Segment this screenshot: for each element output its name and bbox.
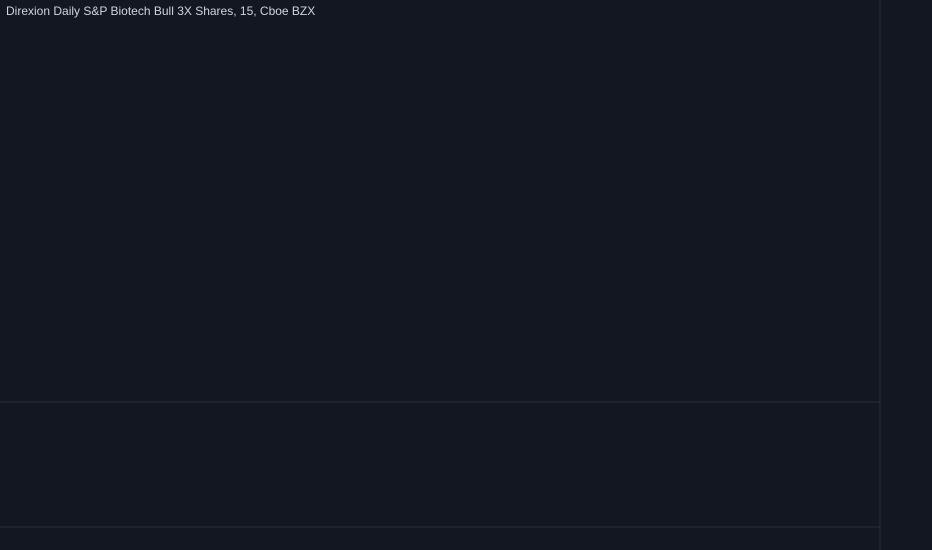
- chart-title: Direxion Daily S&P Biotech Bull 3X Share…: [6, 4, 315, 18]
